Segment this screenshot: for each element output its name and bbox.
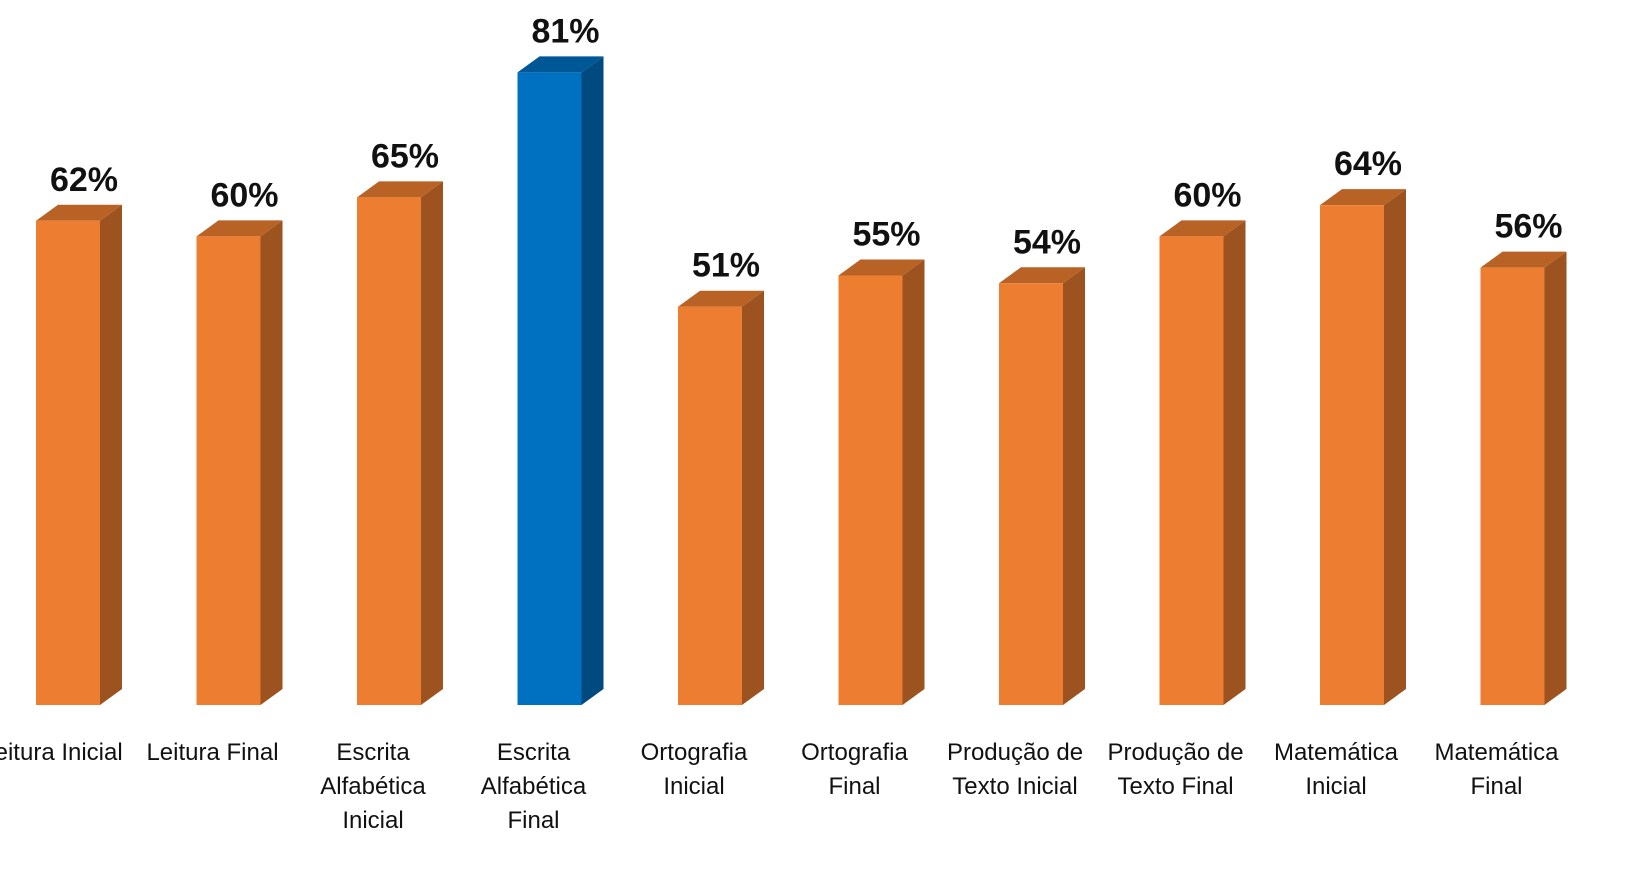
value-label: 60% [1173, 176, 1241, 214]
bar-side [742, 290, 764, 705]
bar-top [838, 259, 925, 276]
x-tick-label: Escrita Alfabética Inicial [320, 739, 426, 834]
x-tick-label: Leitura Inicial [0, 739, 123, 766]
bar-side [100, 204, 122, 705]
bar [357, 197, 421, 705]
x-tick-label: Ortografia Inicial [640, 739, 748, 800]
bar-top [196, 220, 283, 237]
value-label: 55% [852, 215, 920, 253]
bar [999, 283, 1063, 705]
bar-side [581, 56, 604, 705]
bar-side [1223, 220, 1246, 705]
bar [196, 236, 261, 705]
bar [678, 306, 742, 705]
bar-side [421, 181, 443, 706]
bar-top [1320, 189, 1406, 206]
x-tick-label: Produção de Texto Inicial [946, 739, 1084, 800]
bar-top [1480, 251, 1567, 268]
bar-side [1384, 189, 1406, 705]
x-tick-label: Matemática Final [1434, 739, 1559, 800]
bar-top [517, 56, 604, 73]
bar-top [357, 181, 443, 198]
bar [517, 72, 582, 705]
bar [1480, 267, 1545, 705]
value-label: 60% [210, 176, 278, 214]
x-tick-label: Ortografia Final [801, 739, 908, 800]
bar-top [1159, 220, 1246, 237]
bar [838, 275, 903, 705]
bar [1320, 205, 1384, 705]
bar [36, 220, 100, 705]
x-tick-label: Produção de Texto Final [1107, 739, 1244, 800]
x-tick-label: Leitura Final [146, 739, 279, 766]
bar [1159, 236, 1224, 705]
bar-top [999, 267, 1085, 284]
value-label: 81% [531, 12, 599, 50]
value-label: 65% [371, 137, 439, 175]
x-tick-label: Matemática Inicial [1273, 739, 1399, 800]
value-label: 64% [1334, 145, 1402, 183]
bar-side [260, 220, 283, 705]
bar-side [1544, 251, 1567, 705]
value-label: 62% [50, 161, 118, 199]
bar-top [36, 204, 122, 221]
x-tick-label: Escrita Alfabética Final [480, 739, 587, 834]
value-label: 51% [692, 247, 760, 285]
bar-side [1063, 267, 1085, 705]
value-label: 54% [1013, 223, 1081, 261]
bar-side [902, 259, 925, 705]
bar-top [678, 290, 764, 307]
value-label: 56% [1494, 208, 1562, 246]
